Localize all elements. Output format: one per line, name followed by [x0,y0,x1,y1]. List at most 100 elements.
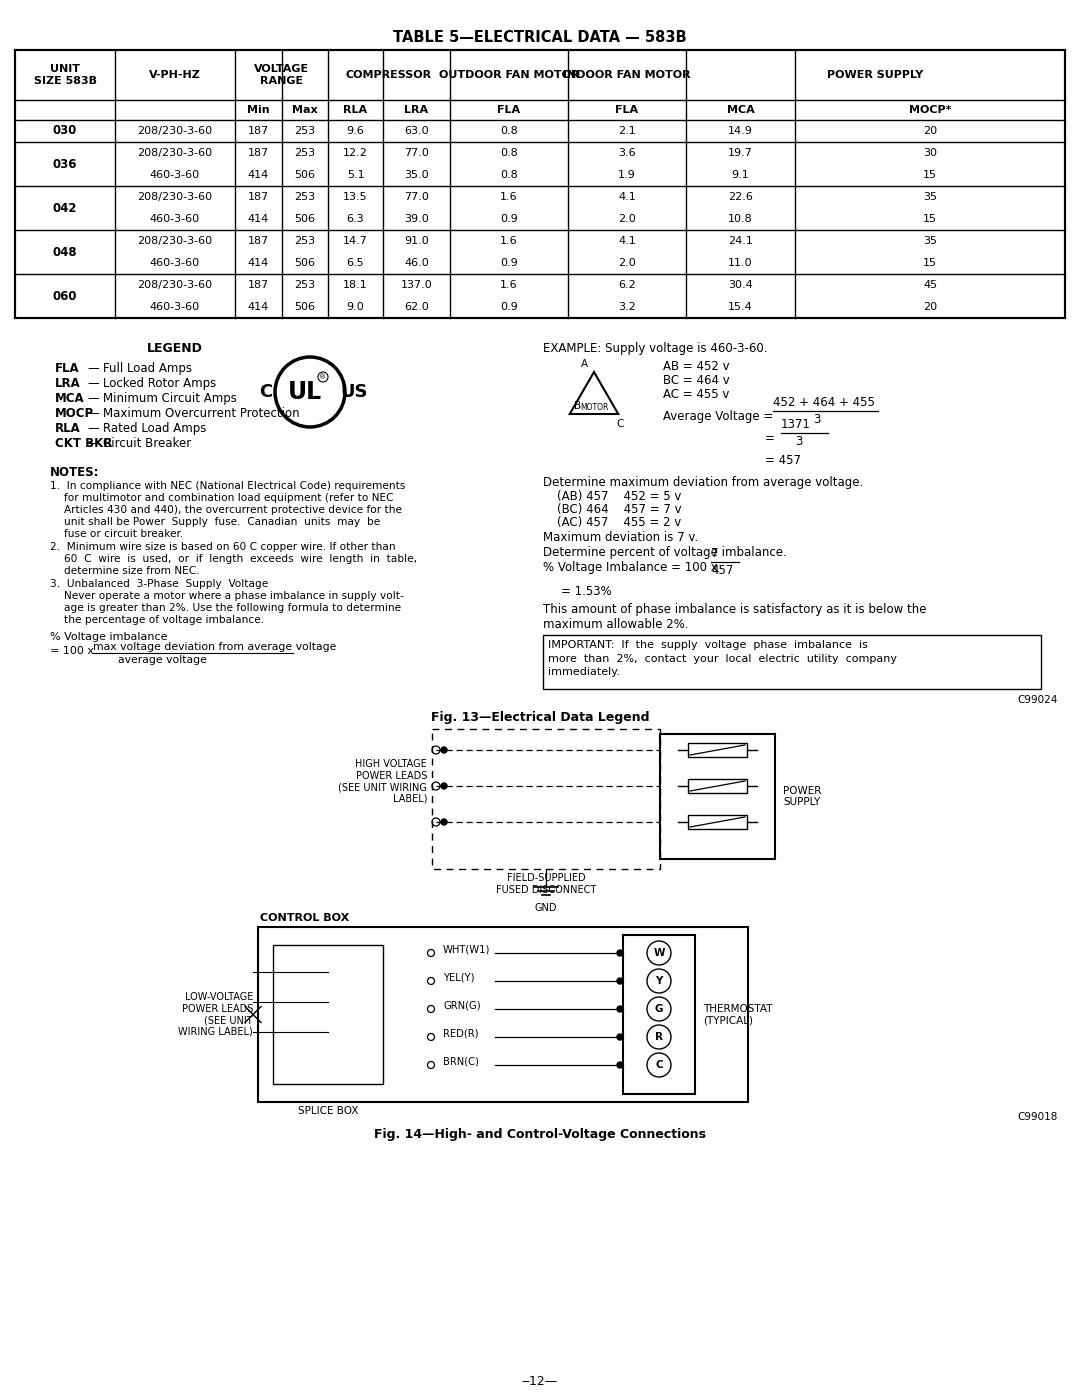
Text: 18.1: 18.1 [343,279,368,291]
Text: 506: 506 [295,258,315,268]
Text: 14.9: 14.9 [728,126,753,136]
Text: OUTDOOR FAN MOTOR: OUTDOOR FAN MOTOR [438,70,579,80]
Text: 20: 20 [923,126,937,136]
Text: C: C [259,383,272,401]
Text: THERMOSTAT
(TYPICAL): THERMOSTAT (TYPICAL) [703,1003,772,1025]
Text: This amount of phase imbalance is satisfactory as it is below the
maximum allowa: This amount of phase imbalance is satisf… [543,604,927,631]
Text: LEGEND: LEGEND [147,342,203,355]
Text: UNIT
SIZE 583B: UNIT SIZE 583B [33,64,96,85]
Text: 4.1: 4.1 [618,191,636,203]
Text: A: A [580,359,588,369]
Text: 3.6: 3.6 [618,148,636,158]
Bar [688,780,747,793]
Text: = 1.53%: = 1.53% [561,585,611,598]
Text: BC = 464 v: BC = 464 v [663,374,730,387]
Bar [15,50,1065,319]
Text: BRN(C): BRN(C) [443,1058,478,1067]
Text: IMPORTANT:  If  the  supply  voltage  phase  imbalance  is
more  than  2%,  cont: IMPORTANT: If the supply voltage phase i… [548,640,897,678]
Text: Locked Rotor Amps: Locked Rotor Amps [103,377,216,390]
Text: 45: 45 [923,279,937,291]
Text: 6.2: 6.2 [618,279,636,291]
Text: 6.5: 6.5 [347,258,364,268]
Text: —: — [87,422,98,434]
Text: max voltage deviation from average voltage: max voltage deviation from average volta… [93,643,336,652]
Text: 2.0: 2.0 [618,258,636,268]
Text: 77.0: 77.0 [404,148,429,158]
Text: % Voltage Imbalance = 100 x: % Voltage Imbalance = 100 x [543,562,718,574]
Text: Circuit Breaker: Circuit Breaker [103,437,191,450]
Text: 15: 15 [923,214,937,224]
Text: G: G [654,1004,663,1014]
Text: 15: 15 [923,258,937,268]
Bar [543,636,1041,689]
Text: 030: 030 [53,124,77,137]
Text: Fig. 14—High- and Control-Voltage Connections: Fig. 14—High- and Control-Voltage Connec… [374,1127,706,1141]
Text: 048: 048 [53,246,78,258]
Text: —: — [87,377,98,390]
Text: 91.0: 91.0 [404,236,429,246]
Text: determine size from NEC.: determine size from NEC. [64,566,200,576]
Text: = 457: = 457 [765,454,801,467]
Text: % Voltage imbalance: % Voltage imbalance [50,631,167,643]
Text: 7: 7 [711,548,718,560]
Text: 30.4: 30.4 [728,279,753,291]
Text: 2.  Minimum wire size is based on 60 C copper wire. If other than: 2. Minimum wire size is based on 60 C co… [50,542,395,552]
Text: 39.0: 39.0 [404,214,429,224]
Text: 12.2: 12.2 [343,148,368,158]
Text: Max: Max [293,105,318,115]
Text: WHT(W1): WHT(W1) [443,944,490,956]
Text: Average Voltage =: Average Voltage = [663,409,773,423]
Text: 35.0: 35.0 [404,170,429,180]
Text: —: — [87,407,98,420]
Text: US: US [340,383,368,401]
Text: 460-3-60: 460-3-60 [150,258,200,268]
Text: LRA: LRA [404,105,429,115]
Text: 9.6: 9.6 [347,126,364,136]
Text: 15: 15 [923,170,937,180]
Text: 1.  In compliance with NEC (National Electrical Code) requirements: 1. In compliance with NEC (National Elec… [50,481,405,490]
Text: 187: 187 [248,148,269,158]
Text: fuse or circuit breaker.: fuse or circuit breaker. [64,529,184,539]
Text: 30: 30 [923,148,937,158]
Text: 22.6: 22.6 [728,191,753,203]
Text: average voltage: average voltage [118,655,207,665]
Text: V-PH-HZ: V-PH-HZ [149,70,201,80]
Text: 1.6: 1.6 [500,279,517,291]
Text: RLA: RLA [55,422,81,434]
Text: 208/230-3-60: 208/230-3-60 [137,148,213,158]
Text: Determine maximum deviation from average voltage.: Determine maximum deviation from average… [543,476,863,489]
Text: for multimotor and combination load equipment (refer to NEC: for multimotor and combination load equi… [64,493,393,503]
Text: 4.1: 4.1 [618,236,636,246]
Text: 1371: 1371 [781,418,811,432]
Text: 187: 187 [248,279,269,291]
Text: 0.9: 0.9 [500,214,518,224]
Circle shape [617,950,623,956]
Text: MCA: MCA [727,105,754,115]
Text: 460-3-60: 460-3-60 [150,214,200,224]
Text: MOCP*: MOCP* [908,105,951,115]
Text: unit shall be Power  Supply  fuse.  Canadian  units  may  be: unit shall be Power Supply fuse. Canadia… [64,517,380,527]
Text: C: C [656,1060,663,1070]
Text: 414: 414 [248,302,269,312]
Text: 042: 042 [53,201,78,215]
Circle shape [441,747,447,753]
Text: —: — [87,437,98,450]
Text: 208/230-3-60: 208/230-3-60 [137,279,213,291]
Text: POWER SUPPLY: POWER SUPPLY [827,70,923,80]
Text: Full Load Amps: Full Load Amps [103,362,192,374]
Text: (AC) 457    455 = 2 v: (AC) 457 455 = 2 v [557,515,681,529]
Text: 414: 414 [248,258,269,268]
Text: RED(R): RED(R) [443,1030,478,1039]
Circle shape [617,978,623,983]
Text: 253: 253 [295,236,315,246]
Text: 14.7: 14.7 [343,236,368,246]
Text: 10.8: 10.8 [728,214,753,224]
Bar [660,733,775,859]
Text: 77.0: 77.0 [404,191,429,203]
Circle shape [441,819,447,826]
Text: 3.2: 3.2 [618,302,636,312]
Text: MOCP: MOCP [55,407,94,420]
Text: 187: 187 [248,126,269,136]
Text: 187: 187 [248,191,269,203]
Text: Rated Load Amps: Rated Load Amps [103,422,206,434]
